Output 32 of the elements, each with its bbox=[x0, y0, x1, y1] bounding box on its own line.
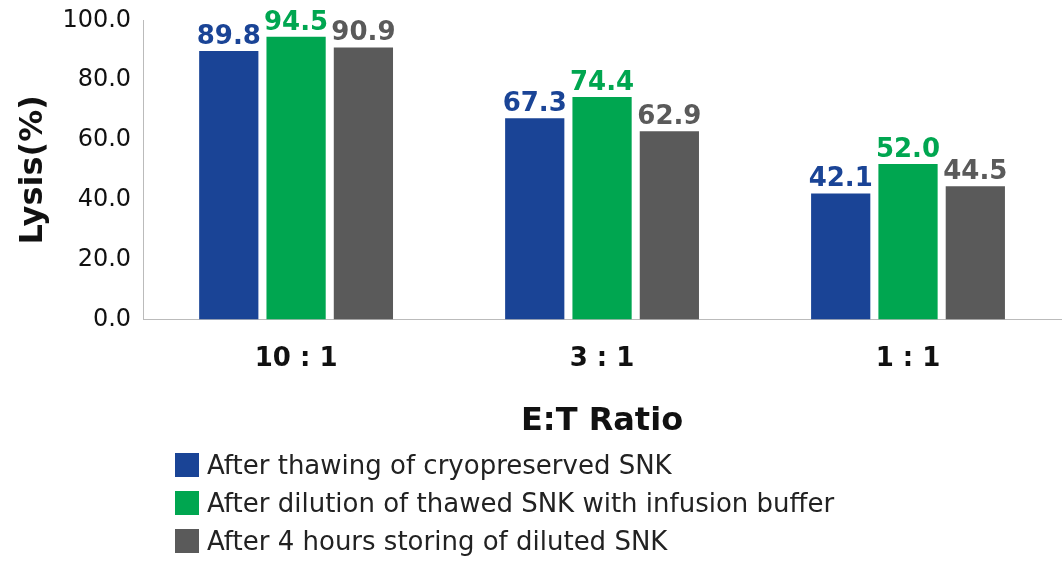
bar bbox=[878, 163, 938, 320]
bar bbox=[505, 118, 565, 320]
bar bbox=[811, 193, 871, 320]
legend-label: After 4 hours storing of diluted SNK bbox=[207, 525, 668, 558]
y-axis-title: Lysis(%) bbox=[11, 95, 50, 245]
data-label: 90.9 bbox=[331, 16, 396, 47]
legend-label: After dilution of thawed SNK with infusion buffer bbox=[207, 487, 835, 520]
y-tick-label: 100.0 bbox=[62, 4, 132, 33]
bar bbox=[266, 36, 326, 320]
legend-label: After thawing of cryopreserved SNK bbox=[207, 449, 672, 482]
data-label: 67.3 bbox=[502, 86, 567, 117]
x-tick-label: 10 : 1 bbox=[254, 341, 338, 372]
bar bbox=[199, 50, 259, 320]
x-axis-title: E:T Ratio bbox=[521, 400, 684, 439]
y-tick-label: 20.0 bbox=[77, 243, 132, 272]
bar bbox=[572, 96, 632, 320]
data-label: 62.9 bbox=[637, 100, 702, 131]
bar bbox=[333, 47, 394, 320]
y-tick-label: 40.0 bbox=[77, 184, 132, 213]
bar bbox=[639, 131, 699, 320]
data-label: 42.1 bbox=[808, 162, 873, 193]
bar bbox=[945, 186, 1005, 320]
data-label: 94.5 bbox=[264, 5, 329, 36]
data-label: 74.4 bbox=[569, 65, 635, 96]
y-tick-label: 80.0 bbox=[77, 64, 132, 93]
x-tick-label: 1 : 1 bbox=[875, 341, 941, 372]
data-label: 44.5 bbox=[943, 155, 1008, 186]
data-label: 52.0 bbox=[875, 132, 941, 163]
y-tick-label: 60.0 bbox=[77, 124, 132, 153]
data-label: 89.8 bbox=[196, 19, 261, 50]
x-tick-label: 3 : 1 bbox=[569, 341, 635, 372]
y-tick-label: 0.0 bbox=[92, 303, 132, 332]
